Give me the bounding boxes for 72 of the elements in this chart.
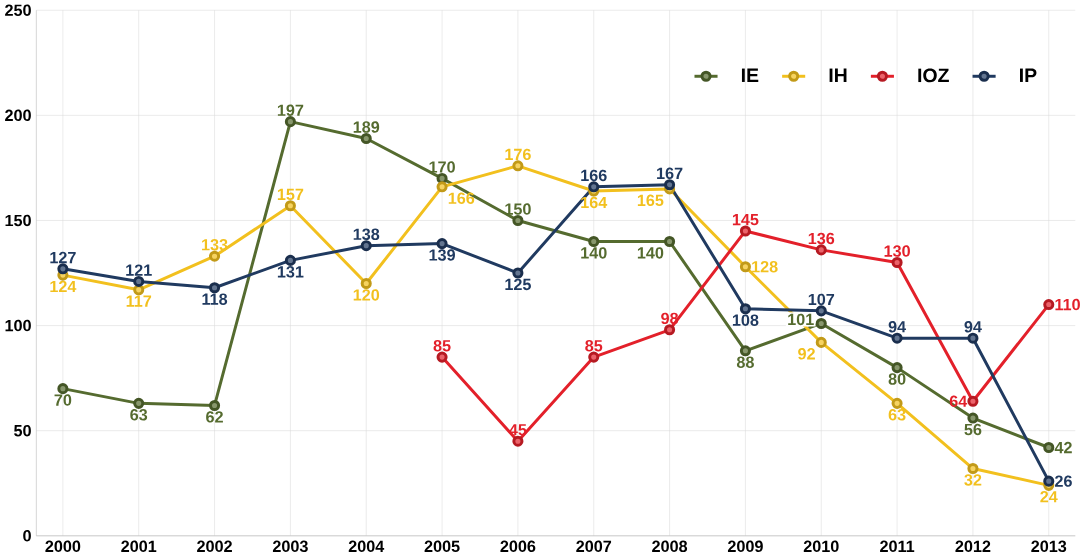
data-label: 32 (964, 474, 982, 486)
data-label: 63 (130, 409, 148, 421)
data-label: 124 (50, 281, 77, 293)
x-tick-label: 2012 (955, 540, 991, 553)
data-label: 127 (50, 252, 76, 264)
data-label: 88 (736, 356, 754, 369)
data-label: 150 (505, 203, 531, 215)
data-label: 139 (429, 249, 455, 261)
y-tick-label: 250 (5, 4, 31, 17)
data-label: 94 (888, 321, 907, 333)
data-label: 128 (752, 261, 778, 273)
y-tick-label: 0 (23, 530, 31, 542)
data-label: 94 (964, 321, 982, 333)
y-tick-label: 50 (14, 425, 31, 437)
data-label: 176 (505, 148, 531, 161)
data-label: 131 (277, 266, 304, 278)
data-label: 107 (808, 293, 835, 306)
data-label: 166 (581, 169, 607, 182)
data-label: 26 (1055, 475, 1072, 488)
data-label: 24 (1040, 491, 1058, 503)
x-tick-label: 2007 (576, 540, 612, 553)
x-tick-label: 2013 (1031, 540, 1067, 553)
legend-label: IOZ (918, 68, 949, 83)
data-label: 138 (353, 228, 380, 241)
data-label: 92 (798, 348, 815, 360)
legend-label: IE (741, 68, 759, 83)
data-label: 62 (206, 411, 223, 423)
data-label: 140 (637, 247, 664, 259)
data-label: 164 (581, 196, 608, 209)
x-tick-label: 2008 (652, 540, 688, 553)
data-label: 70 (54, 394, 72, 406)
data-label: 108 (732, 314, 759, 327)
data-label: 56 (964, 423, 982, 436)
y-tick-label: 100 (5, 320, 31, 332)
x-tick-label: 2009 (727, 540, 763, 553)
y-tick-label: 200 (5, 109, 31, 122)
data-label: 167 (657, 167, 683, 180)
data-label: 117 (126, 295, 152, 307)
data-label: 125 (505, 278, 531, 291)
legend-label: IP (1020, 68, 1037, 83)
x-tick-label: 2000 (45, 540, 81, 553)
x-tick-label: 2004 (348, 540, 385, 553)
data-label: 64 (949, 395, 968, 408)
data-label: 145 (732, 214, 759, 226)
data-label: 197 (277, 104, 304, 117)
data-label: 80 (888, 373, 906, 385)
legend-label: IH (829, 68, 847, 83)
data-label: 189 (353, 121, 380, 133)
data-label: 121 (126, 264, 152, 276)
x-tick-label: 2003 (272, 540, 308, 553)
data-label: 63 (888, 409, 906, 421)
data-label: 120 (353, 289, 380, 301)
data-label: 157 (277, 188, 304, 201)
data-label: 118 (202, 293, 228, 306)
y-tick-label: 150 (5, 214, 31, 227)
data-label: 136 (808, 232, 835, 245)
x-tick-label: 2002 (197, 540, 232, 553)
x-tick-label: 2005 (424, 540, 460, 553)
x-tick-label: 2006 (500, 540, 536, 553)
data-label: 85 (585, 340, 603, 352)
data-label: 166 (448, 192, 475, 205)
data-label: 42 (1054, 442, 1072, 454)
data-label: 140 (581, 247, 607, 259)
x-tick-label: 2011 (880, 540, 915, 553)
data-label: 110 (1055, 299, 1080, 311)
x-tick-label: 2001 (121, 540, 157, 553)
data-label: 130 (884, 245, 910, 258)
data-label: 101 (788, 313, 814, 326)
data-label: 85 (433, 340, 451, 352)
x-tick-label: 2010 (803, 540, 839, 553)
data-label: 165 (637, 194, 664, 207)
data-label: 170 (429, 161, 455, 173)
